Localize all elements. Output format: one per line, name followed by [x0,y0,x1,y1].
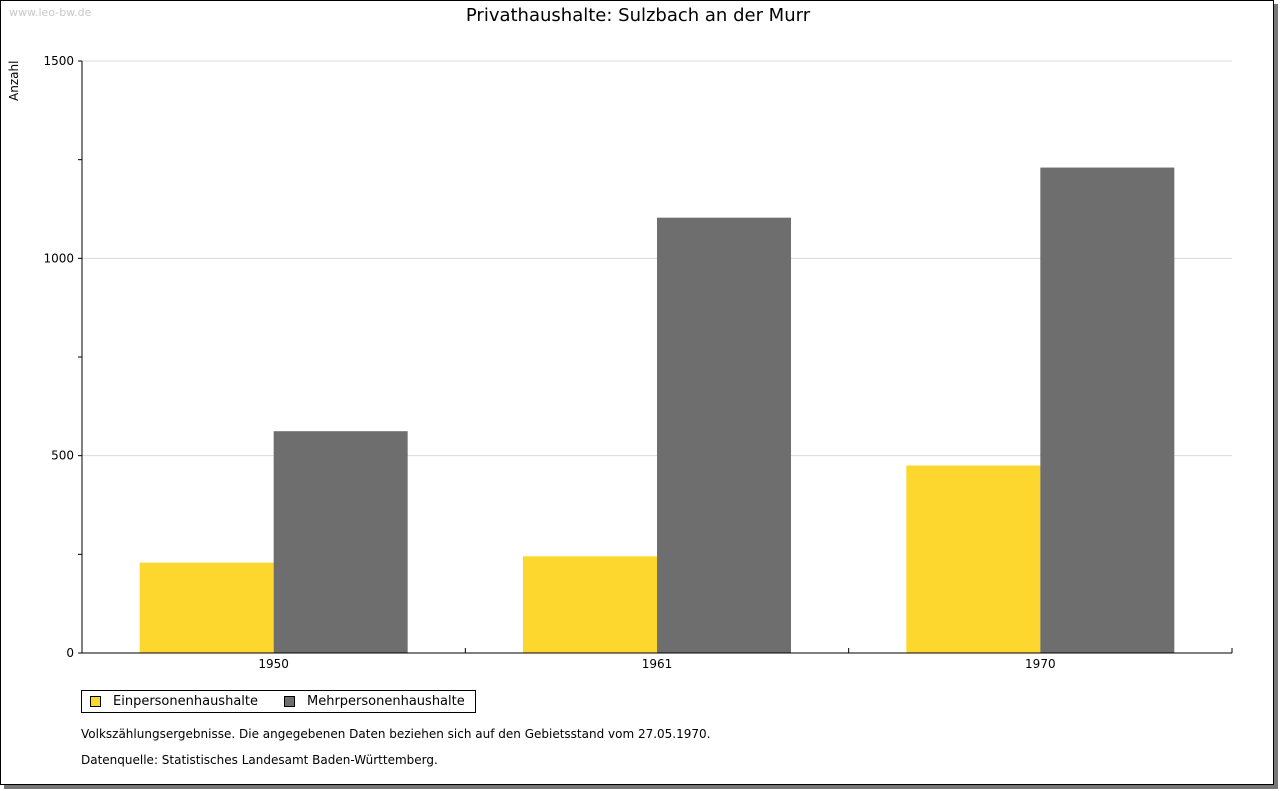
y-tick-label-1500: 1500 [43,54,74,68]
x-tick-label-1961: 1961 [642,657,673,671]
census-note: Volkszählungsergebnisse. Die angegebenen… [81,727,711,741]
legend-item-einpersonenhaushalte: Einpersonenhaushalte [90,694,258,709]
x-tick-label-1950: 1950 [258,657,289,671]
bar-mehrpersonenhaushalte-1970 [1040,167,1175,653]
legend-item-mehrpersonenhaushalte: Mehrpersonenhaushalte [284,694,465,709]
plot-area: 0 500 1000 1500 1950 1961 1970 [43,54,1233,671]
bar-einpersonenhaushalte-1950 [139,562,274,653]
watermark: www.leo-bw.de [9,6,92,19]
y-tick-label-1000: 1000 [43,251,74,265]
y-tick-label-0: 0 [66,646,74,660]
bar-einpersonenhaushalte-1961 [523,556,657,653]
legend-swatch-mehrpersonenhaushalte [284,696,295,707]
bar-mehrpersonenhaushalte-1950 [273,431,408,653]
y-tick-label-500: 500 [51,449,74,463]
x-tick-label-1970: 1970 [1025,657,1056,671]
data-source-note: Datenquelle: Statistisches Landesamt Bad… [81,753,438,767]
legend-label-mehrpersonenhaushalte: Mehrpersonenhaushalte [307,694,465,709]
legend-label-einpersonenhaushalte: Einpersonenhaushalte [113,694,258,709]
bar-einpersonenhaushalte-1970 [906,465,1041,653]
legend-swatch-einpersonenhaushalte [90,696,101,707]
chart-title: Privathaushalte: Sulzbach an der Murr [465,5,811,26]
legend: Einpersonenhaushalte Mehrpersonenhaushal… [81,690,476,713]
bar-mehrpersonenhaushalte-1961 [657,217,791,653]
